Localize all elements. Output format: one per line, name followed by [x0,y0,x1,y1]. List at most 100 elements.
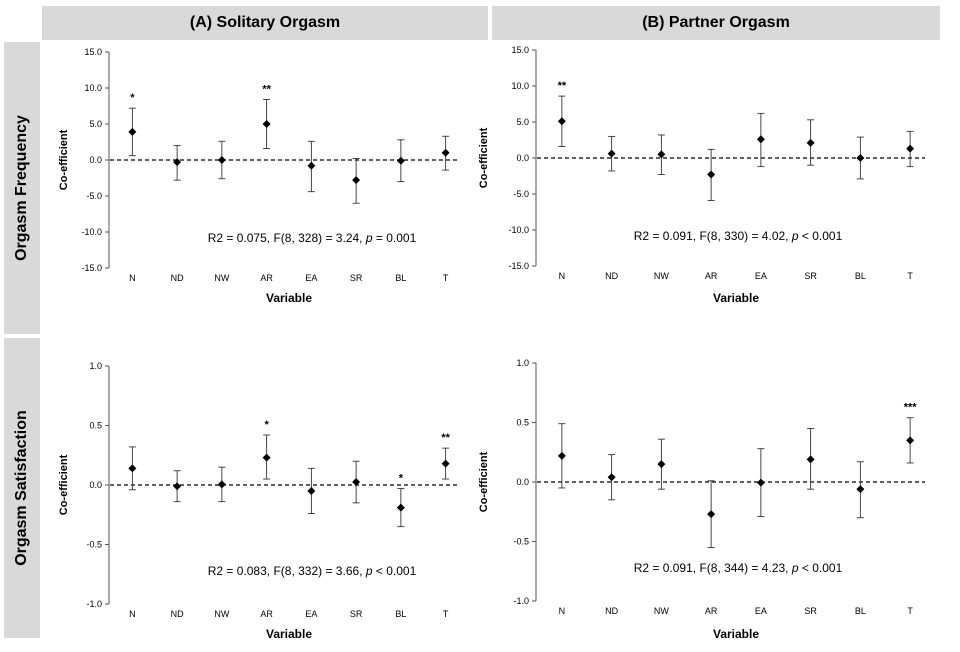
x-tick-label: NW [214,273,229,283]
x-tick-label: N [129,609,136,619]
y-tick-label: -0.5 [86,540,102,550]
data-point-diamond [557,451,566,460]
x-tick-label: BL [395,273,406,283]
x-axis-label: Variable [713,291,759,305]
x-axis-label: Variable [266,291,312,305]
x-tick-label: BL [395,609,406,619]
x-tick-label: BL [855,606,866,616]
x-tick-label: T [907,606,913,616]
x-axis-label: Variable [713,627,759,641]
annotation-p-value: = 0.001 [373,231,417,245]
data-point-diamond [307,486,316,495]
x-tick-label: T [443,609,449,619]
y-axis-label: Co-efficient [478,127,490,188]
x-tick-label: SR [804,606,817,616]
y-tick-label: -5.0 [513,189,529,199]
x-tick-label: N [129,273,136,283]
x-tick-label: AR [705,271,718,281]
data-point-diamond [707,170,716,179]
column-header-solitary: (A) Solitary Orgasm [42,6,488,40]
x-tick-label: AR [705,606,718,616]
data-point-diamond [806,455,815,464]
y-tick-label: -15.0 [81,263,102,273]
data-point-diamond [307,161,316,170]
significance-marker: * [130,92,135,104]
x-tick-label: ND [171,273,184,283]
data-point-diamond [856,485,865,494]
y-tick-label: 0.5 [89,421,102,431]
y-tick-label: -10.0 [81,227,102,237]
data-point-diamond [856,154,865,162]
significance-marker: * [399,473,404,485]
data-point-diamond [756,478,765,487]
significance-marker: ** [262,84,271,96]
x-tick-label: SR [350,609,363,619]
row-header-frequency: Orgasm Frequency [4,42,40,334]
y-tick-label: -10.0 [508,225,529,235]
chart-panel-4: -1.0 -0.5 0.0 0.5 1.0 Co-efficient N ND NW AR EA SR… [478,358,925,641]
annotation-stats: R2 = 0.091, F(8, 344) = 4.23, [634,561,792,575]
y-tick-label: 1.0 [89,361,102,371]
data-point-diamond [396,503,405,512]
data-point-diamond [128,464,137,473]
model-fit-annotation: R2 = 0.083, F(8, 332) = 3.66, p < 0.001 [208,564,417,578]
data-point-diamond [217,156,226,164]
x-tick-label: ND [171,609,184,619]
y-tick-label: 10.0 [511,81,529,91]
annotation-p-symbol: p [791,561,799,575]
data-point-diamond [906,144,915,153]
data-point-diamond [173,482,182,491]
y-tick-label: 0.0 [89,480,102,490]
y-tick-label: -15.0 [508,261,529,271]
y-tick-label: 1.0 [516,358,529,368]
y-tick-label: -5.0 [86,191,102,201]
data-point-diamond [607,149,616,158]
x-tick-label: ND [605,271,618,281]
model-fit-annotation: R2 = 0.091, F(8, 344) = 4.23, p < 0.001 [634,561,843,575]
data-point-diamond [217,480,226,489]
x-tick-label: ND [605,606,618,616]
annotation-p-symbol: p [791,229,799,243]
x-axis-label: Variable [266,627,312,641]
model-fit-annotation: R2 = 0.075, F(8, 328) = 3.24, p = 0.001 [208,231,417,245]
x-tick-label: SR [804,271,817,281]
data-point-diamond [441,459,450,468]
data-point-diamond [173,158,182,167]
x-tick-label: EA [755,271,767,281]
annotation-p-symbol: p [365,564,373,578]
y-tick-label: -0.5 [513,537,529,547]
data-point-diamond [262,120,271,128]
x-tick-label: EA [305,609,317,619]
data-point-diamond [352,478,361,487]
y-tick-label: 15.0 [511,45,529,55]
x-tick-label: BL [855,271,866,281]
x-tick-label: NW [214,609,229,619]
annotation-p-value: < 0.001 [373,564,417,578]
annotation-p-value: < 0.001 [799,561,843,575]
y-tick-label: 5.0 [89,119,102,129]
data-point-diamond [657,460,666,469]
data-point-diamond [262,453,271,462]
row-header-satisfaction: Orgasm Satisfaction [4,338,40,638]
y-tick-label: -1.0 [513,596,529,606]
x-tick-label: EA [305,273,317,283]
annotation-p-symbol: p [365,231,373,245]
y-axis-label: Co-efficient [58,454,70,515]
y-tick-label: 5.0 [516,117,529,127]
x-tick-label: T [907,271,913,281]
data-point-diamond [806,138,815,147]
annotation-p-value: < 0.001 [799,229,843,243]
data-point-diamond [906,436,915,445]
significance-marker: ** [558,80,567,92]
x-tick-label: AR [260,273,273,283]
significance-marker: ** [441,432,450,444]
x-tick-label: AR [260,609,273,619]
y-tick-label: -1.0 [86,599,102,609]
x-tick-label: T [443,273,449,283]
y-tick-label: 0.0 [516,153,529,163]
data-point-diamond [707,510,716,519]
y-tick-label: 0.0 [516,477,529,487]
data-point-diamond [557,117,566,126]
